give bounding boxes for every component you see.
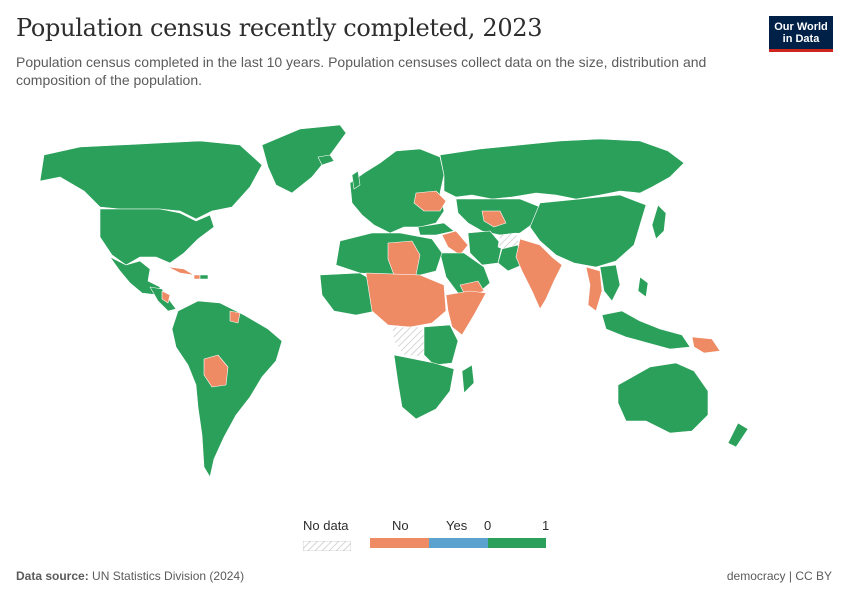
- legend-no-label: No: [392, 518, 409, 533]
- region-india[interactable]: [515, 238, 563, 310]
- world-map[interactable]: [0, 115, 850, 515]
- license-link[interactable]: democracy | CC BY: [726, 569, 832, 583]
- region-philippines[interactable]: [637, 276, 649, 298]
- legend-no-swatch: [370, 538, 429, 548]
- region-dominican[interactable]: [199, 274, 209, 280]
- region-indonesia[interactable]: [601, 310, 691, 350]
- region-usa[interactable]: [99, 208, 215, 266]
- chart-subtitle: Population census completed in the last …: [16, 54, 707, 88]
- region-syria-iraq[interactable]: [441, 230, 469, 256]
- region-horn[interactable]: [445, 290, 487, 336]
- data-source-label: Data source:: [16, 569, 89, 583]
- region-west-africa[interactable]: [319, 272, 381, 316]
- region-australia[interactable]: [617, 362, 709, 434]
- legend-one-label: 1: [542, 518, 550, 533]
- region-haiti[interactable]: [193, 274, 201, 280]
- region-madagascar[interactable]: [461, 364, 475, 394]
- region-bolivia[interactable]: [203, 354, 229, 388]
- region-uzbekistan[interactable]: [481, 210, 507, 228]
- region-new-zealand[interactable]: [727, 422, 749, 448]
- region-canada[interactable]: [39, 140, 263, 220]
- map-legend: No data No Yes 0 1: [300, 518, 560, 552]
- data-source: Data source: UN Statistics Division (202…: [16, 569, 244, 583]
- region-china[interactable]: [529, 194, 647, 268]
- logo-line-1: Our World: [774, 20, 828, 33]
- logo-line-2: in Data: [782, 32, 820, 45]
- region-europe[interactable]: [349, 148, 445, 234]
- region-southern-africa[interactable]: [393, 354, 455, 420]
- region-libya[interactable]: [387, 240, 421, 276]
- chart-title: Population census recently completed, 20…: [16, 14, 543, 42]
- region-suriname[interactable]: [229, 310, 241, 324]
- region-east-africa[interactable]: [423, 324, 459, 366]
- region-iceland[interactable]: [317, 154, 335, 166]
- legend-zero-label: 0: [484, 518, 492, 533]
- region-turkey[interactable]: [417, 222, 455, 236]
- region-south-america[interactable]: [171, 300, 283, 478]
- region-png[interactable]: [691, 336, 721, 354]
- region-russia[interactable]: [439, 138, 685, 200]
- region-japan[interactable]: [651, 204, 667, 240]
- region-pakistan[interactable]: [497, 244, 523, 272]
- legend-yes-swatch: [429, 538, 488, 548]
- legend-no-data-hatch: [302, 540, 352, 552]
- legend-no-data-label: No data: [303, 518, 349, 533]
- region-uk[interactable]: [351, 170, 361, 190]
- region-cuba[interactable]: [167, 266, 195, 276]
- region-greenland[interactable]: [261, 124, 347, 194]
- owid-logo[interactable]: Our World in Data: [769, 16, 833, 52]
- legend-yes-label: Yes: [446, 518, 468, 533]
- legend-scale-swatch: [488, 538, 546, 548]
- region-ukraine[interactable]: [413, 190, 447, 212]
- region-central-africa-nodata[interactable]: [391, 326, 431, 358]
- region-mexico[interactable]: [109, 256, 161, 296]
- region-nicaragua[interactable]: [161, 290, 171, 304]
- legend-no-data-swatch: [302, 538, 352, 552]
- data-source-value: UN Statistics Division (2024): [92, 569, 245, 583]
- region-indochina[interactable]: [599, 264, 621, 302]
- region-myanmar-thailand[interactable]: [585, 266, 603, 312]
- region-sahel[interactable]: [365, 272, 447, 328]
